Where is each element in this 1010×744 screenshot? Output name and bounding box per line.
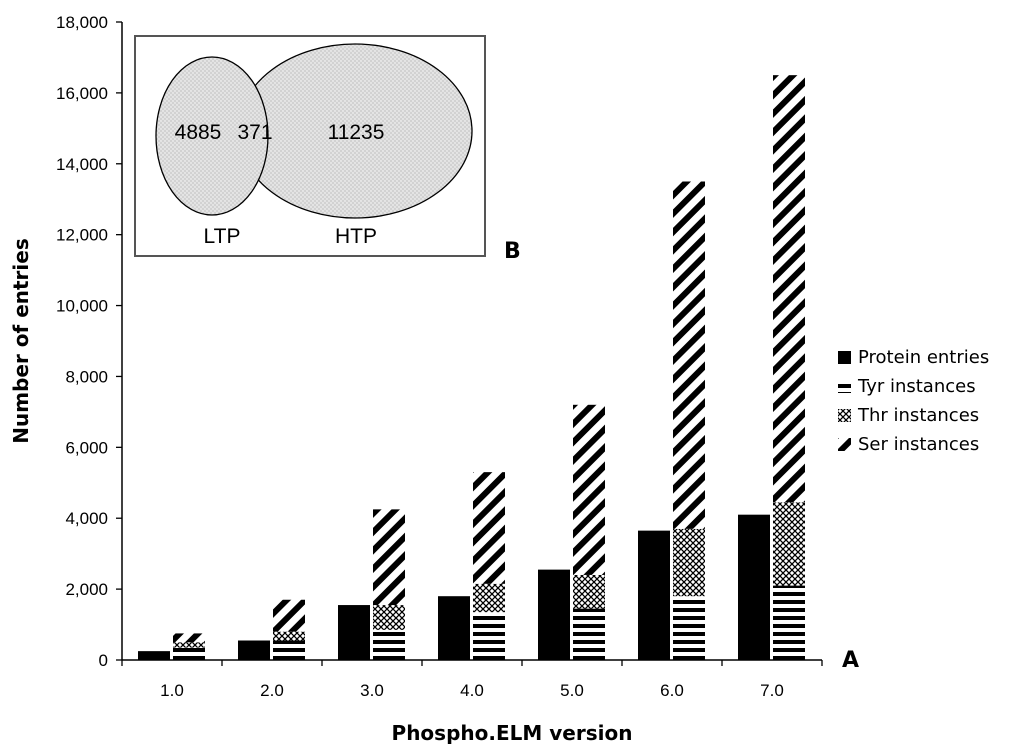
bar-tyr-instances: [273, 640, 305, 660]
legend-label: Thr instances: [857, 405, 979, 426]
x-tick-label: 4.0: [460, 681, 484, 700]
y-tick-label: 8,000: [65, 367, 108, 386]
bar-protein-entries: [238, 640, 270, 660]
bar-ser-instances: [673, 181, 705, 529]
bar-thr-instances: [473, 583, 505, 613]
bar-ser-instances: [273, 599, 305, 632]
x-tick-label: 2.0: [260, 681, 284, 700]
venn-frame: [134, 35, 486, 257]
bar-protein-entries: [538, 569, 570, 660]
bar-thr-instances: [173, 642, 205, 648]
bar-thr-instances: [773, 502, 805, 586]
x-tick-label: 5.0: [560, 681, 584, 700]
y-tick-label: 6,000: [65, 438, 108, 457]
venn-htp-only-count: 11235: [328, 121, 385, 144]
legend-swatch: [838, 438, 851, 451]
bar-protein-entries: [138, 651, 170, 660]
venn-inset: 4885 371 11235 LTP HTP B: [134, 35, 521, 264]
y-tick-label: 2,000: [65, 580, 108, 599]
x-axis-ticks: 1.0 2.0 3.0 4.0 5.0 6.0 7.0: [121, 660, 823, 700]
x-tick-label: 6.0: [660, 681, 684, 700]
bar-tyr-instances: [173, 647, 205, 660]
venn-ltp-label: LTP: [204, 225, 241, 248]
venn-overlap-count: 371: [237, 121, 272, 144]
bar-ser-instances: [473, 472, 505, 584]
venn-htp-label: HTP: [335, 225, 377, 248]
legend-swatch: [838, 351, 851, 364]
bar-ser-instances: [373, 509, 405, 606]
y-tick-label: 0: [99, 651, 108, 670]
bar-tyr-instances: [373, 629, 405, 660]
bar-thr-instances: [573, 574, 605, 609]
bar-protein-entries: [738, 514, 770, 660]
x-tick-label: 7.0: [760, 681, 784, 700]
bar-thr-instances: [273, 631, 305, 641]
legend-label: Tyr instances: [857, 376, 976, 397]
x-tick-label: 1.0: [160, 681, 184, 700]
bar-tyr-instances: [773, 585, 805, 660]
bar-series: [138, 75, 805, 660]
venn-ltp-only-count: 4885: [175, 121, 222, 144]
bar-protein-entries: [438, 596, 470, 660]
y-tick-label: 12,000: [56, 226, 108, 245]
y-tick-label: 10,000: [56, 297, 108, 316]
bar-ser-instances: [173, 633, 205, 643]
y-tick-label: 14,000: [56, 155, 108, 174]
y-tick-label: 4,000: [65, 509, 108, 528]
legend: Protein entries Tyr instances Thr instance…: [838, 347, 989, 455]
y-axis-title: Number of entries: [9, 238, 33, 443]
bar-protein-entries: [638, 530, 670, 660]
x-tick-label: 3.0: [360, 681, 384, 700]
bar-ser-instances: [773, 75, 805, 503]
bar-protein-entries: [338, 605, 370, 660]
bar-tyr-instances: [573, 608, 605, 660]
venn-ltp-circle: [155, 56, 269, 216]
legend-label: Protein entries: [858, 347, 989, 368]
bar-tyr-instances: [673, 596, 705, 660]
panel-label-a: A: [842, 648, 859, 673]
y-axis-ticks: 0 2,000 4,000 6,000 8,000 10,000 12,000 14,000 1…: [56, 13, 122, 670]
bar-thr-instances: [673, 528, 705, 597]
legend-swatch: [838, 380, 851, 393]
y-tick-label: 18,000: [56, 13, 108, 32]
legend-label: Ser instances: [858, 434, 979, 455]
legend-swatch: [838, 409, 851, 422]
x-axis-title: Phospho.ELM version: [392, 721, 633, 744]
bar-tyr-instances: [473, 612, 505, 660]
y-tick-label: 16,000: [56, 84, 108, 103]
bar-thr-instances: [373, 605, 405, 630]
bar-ser-instances: [573, 404, 605, 575]
panel-label-b: B: [504, 239, 521, 264]
